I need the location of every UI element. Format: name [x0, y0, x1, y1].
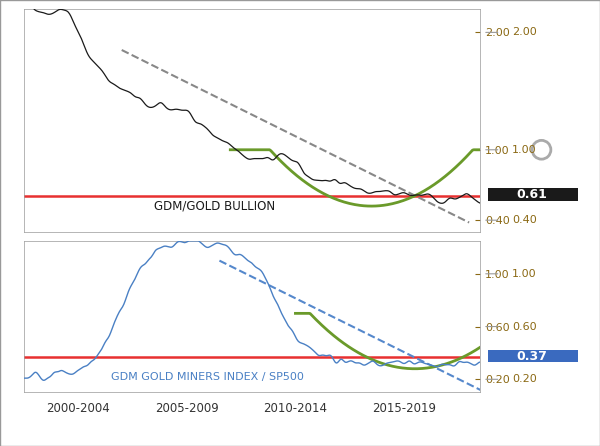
- Text: 0.37: 0.37: [517, 350, 548, 363]
- Text: 1.00: 1.00: [512, 145, 537, 155]
- Text: 0.60: 0.60: [512, 322, 537, 331]
- Text: 0.61: 0.61: [517, 189, 548, 202]
- FancyBboxPatch shape: [488, 350, 578, 362]
- FancyBboxPatch shape: [488, 189, 578, 202]
- Text: 0.20: 0.20: [512, 374, 537, 384]
- Text: GDM GOLD MINERS INDEX / SP500: GDM GOLD MINERS INDEX / SP500: [111, 372, 304, 382]
- Text: 0.40: 0.40: [512, 215, 537, 225]
- Text: GDM/GOLD BULLION: GDM/GOLD BULLION: [154, 200, 275, 213]
- Text: 1.00: 1.00: [512, 269, 537, 279]
- Text: 2.00: 2.00: [512, 27, 537, 37]
